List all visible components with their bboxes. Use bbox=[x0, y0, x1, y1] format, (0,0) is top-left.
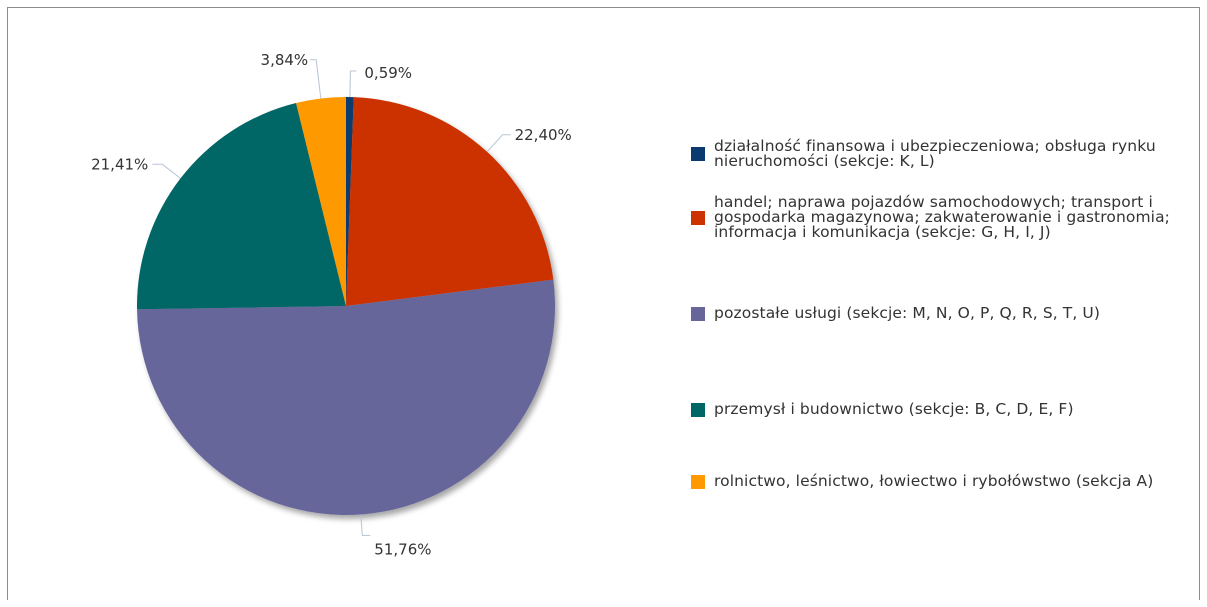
legend-swatch-industry bbox=[691, 402, 705, 417]
leader-line bbox=[349, 70, 357, 98]
pie-slice-finance bbox=[346, 96, 354, 307]
chart-frame: 0,59% 22,40% 51,76% 21,41% 3,84% działalność… bbox=[7, 7, 1200, 600]
legend-label: działalność finansowa i ubezpieczeniowa;… bbox=[714, 137, 1156, 170]
legend-swatch-other-services bbox=[691, 306, 705, 321]
legend-swatch-agriculture bbox=[691, 474, 705, 489]
pie-chart: 0,59% 22,40% 51,76% 21,41% 3,84% bbox=[91, 51, 572, 559]
legend-label: przemysł i budownictwo (sekcje: B, C, D,… bbox=[714, 400, 1074, 418]
leader-line bbox=[486, 134, 511, 153]
legend-label: pozostałe usługi (sekcje: M, N, O, P, Q,… bbox=[714, 304, 1101, 322]
slice-value-label: 21,41% bbox=[91, 155, 148, 173]
pie-slice-trade bbox=[346, 97, 554, 306]
slice-value-label: 0,59% bbox=[364, 64, 412, 82]
pie-slice-industry bbox=[137, 103, 346, 310]
legend-item: rolnictwo, leśnictwo, łowiectwo i rybołó… bbox=[691, 472, 1171, 490]
legend-swatch-trade bbox=[691, 210, 705, 225]
slice-value-label: 51,76% bbox=[374, 540, 431, 558]
slice-value-label: 3,84% bbox=[261, 51, 309, 69]
leader-line bbox=[310, 59, 322, 99]
legend-label: handel; naprawa pojazdów samochodowych; … bbox=[714, 193, 1170, 241]
leader-line bbox=[152, 163, 181, 179]
legend-swatch-finance bbox=[691, 147, 705, 161]
legend-item: działalność finansowa i ubezpieczeniowa;… bbox=[691, 137, 1171, 170]
legend-item: handel; naprawa pojazdów samochodowych; … bbox=[691, 193, 1171, 241]
legend-item: pozostałe usługi (sekcje: M, N, O, P, Q,… bbox=[691, 304, 1171, 322]
legend-label: rolnictwo, leśnictwo, łowiectwo i rybołó… bbox=[714, 472, 1154, 490]
slice-value-label: 22,40% bbox=[515, 126, 572, 144]
leader-line bbox=[360, 514, 371, 536]
legend-item: przemysł i budownictwo (sekcje: B, C, D,… bbox=[691, 400, 1171, 418]
pie-slice-other-services bbox=[137, 279, 556, 516]
pie-slice-agriculture bbox=[296, 97, 346, 306]
